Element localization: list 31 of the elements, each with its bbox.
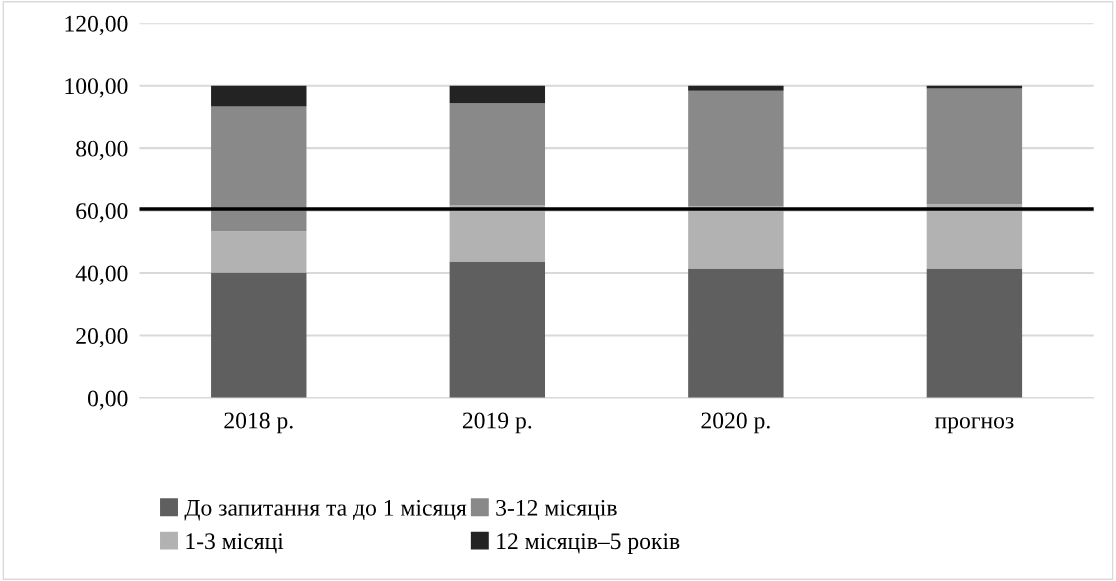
y-tick-label: 80,00 — [76, 140, 128, 160]
y-tick-label: 120,00 — [65, 15, 128, 36]
bar — [449, 261, 546, 398]
bar — [688, 206, 784, 269]
bar — [926, 268, 1023, 398]
y-tick-label: 20,00 — [76, 328, 128, 348]
x-tick-label: 2019 р. — [462, 412, 532, 434]
y-tick-label: 60,00 — [76, 203, 128, 223]
x-tick-label: прогноз — [934, 417, 1014, 434]
bar — [688, 85, 784, 91]
bar — [688, 268, 784, 398]
bar — [211, 106, 307, 232]
legend-label: 1-3 місяці — [186, 533, 284, 554]
y-tick-label: 100,00 — [65, 78, 128, 98]
x-tick-label: 2018 р. — [224, 412, 293, 434]
legend-label: До запитання та до 1 місяця — [184, 499, 467, 521]
legend-label: 12 місяців–5 років — [497, 533, 680, 554]
bar — [211, 231, 307, 273]
x-tick-label: 2020 р. — [701, 412, 770, 434]
bar — [449, 103, 546, 206]
bar — [211, 272, 307, 398]
bar — [211, 85, 307, 107]
y-tick-label: 0,00 — [87, 390, 128, 410]
y-tick-label: 40,00 — [75, 265, 128, 285]
bar — [449, 205, 546, 262]
legend-label: 3-12 місяців — [496, 499, 617, 521]
bar — [926, 204, 1023, 269]
bar — [449, 85, 546, 104]
bar — [688, 90, 784, 207]
bar — [926, 88, 1023, 205]
bar — [926, 85, 1023, 89]
